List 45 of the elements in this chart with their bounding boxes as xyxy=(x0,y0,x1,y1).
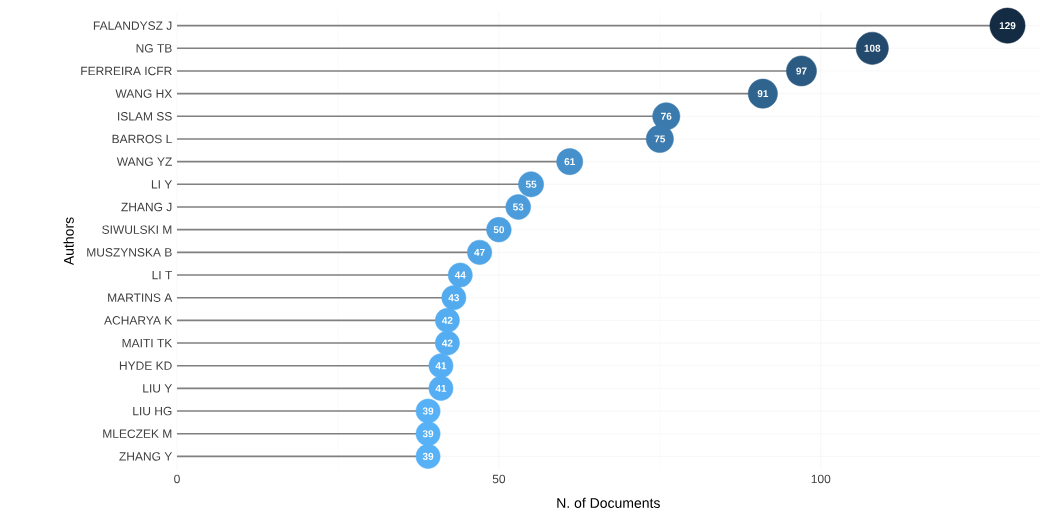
y-tick-label: SIWULSKI M xyxy=(102,225,172,234)
y-tick-label: LI T xyxy=(152,270,172,280)
y-tick-label: LI Y xyxy=(151,180,173,189)
y-tick-label: ACHARYA K xyxy=(104,316,173,325)
data-label: 42 xyxy=(441,339,453,347)
data-label: 91 xyxy=(757,90,769,98)
data-label: 129 xyxy=(999,22,1016,30)
data-label: 61 xyxy=(564,158,575,166)
y-tick-label: WANG YZ xyxy=(116,157,172,166)
y-tick-label: MARTINS A xyxy=(108,293,173,302)
data-label: 42 xyxy=(441,316,453,324)
data-label: 47 xyxy=(474,248,485,256)
data-label: 75 xyxy=(654,135,666,143)
y-axis-title: Authors xyxy=(63,217,74,266)
y-tick-label: WANG HX xyxy=(115,89,173,98)
data-label: 44 xyxy=(454,271,466,279)
x-tick-label: 100 xyxy=(811,474,831,484)
data-label: 50 xyxy=(493,226,505,234)
data-label: 41 xyxy=(435,384,447,392)
x-tick-label: 0 xyxy=(174,474,180,484)
y-tick-label: ISLAM SS xyxy=(118,112,172,121)
data-label: 41 xyxy=(435,362,447,370)
y-tick-label: FERREIRA ICFR xyxy=(81,66,172,76)
y-tick-label: ZHANG Y xyxy=(119,452,173,461)
y-tick-label: BARROS L xyxy=(112,134,172,144)
data-label: 55 xyxy=(525,180,537,188)
x-axis-title: N. of Documents xyxy=(557,497,660,508)
y-tick-label: MLECZEK M xyxy=(103,429,172,438)
data-label: 97 xyxy=(796,67,807,75)
y-tick-label: FALANDYSZ J xyxy=(93,21,172,30)
data-label: 39 xyxy=(422,452,434,460)
data-label: 39 xyxy=(422,430,434,438)
data-label: 108 xyxy=(864,44,881,52)
y-tick-label: NG TB xyxy=(136,44,172,53)
data-label: 53 xyxy=(512,203,524,211)
y-tick-label: HYDE KD xyxy=(119,361,172,370)
y-tick-label: LIU HG xyxy=(133,406,172,416)
y-tick-label: ZHANG J xyxy=(121,202,172,212)
y-tick-label: MUSZYNSKA B xyxy=(87,248,172,257)
y-tick-label: LIU Y xyxy=(143,384,173,393)
x-tick-label: 50 xyxy=(492,474,506,484)
data-label: 76 xyxy=(661,112,672,120)
data-label: 39 xyxy=(422,407,434,415)
data-label: 43 xyxy=(448,294,460,302)
y-tick-label: MAITI TK xyxy=(122,338,173,348)
